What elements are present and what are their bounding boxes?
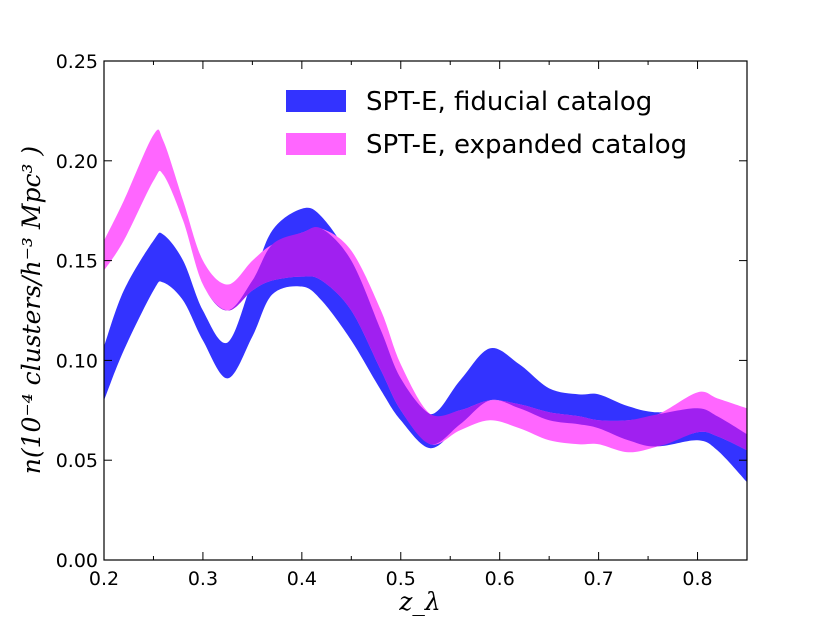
y-tick-label: 0.15 xyxy=(56,251,98,273)
x-tick-label: 0.3 xyxy=(188,568,218,590)
y-tick-label: 0.25 xyxy=(56,51,98,73)
y-axis-label: n(10⁻⁴ clusters/h⁻³ Mpc³ ) xyxy=(17,146,46,474)
band-spt-e-expanded-catalog xyxy=(104,129,747,453)
legend-swatch-spt-e-fiducial-catalog xyxy=(286,90,346,112)
x-tick-label: 0.6 xyxy=(485,568,515,590)
x-tick-label: 0.5 xyxy=(386,568,416,590)
x-axis-ticks: 0.2 0.3 0.4 0.5 0.6 0.7 0.8 xyxy=(89,61,748,590)
x-axis-label: z_λ xyxy=(398,587,441,616)
plot-area-bands xyxy=(104,129,747,483)
legend-swatch-spt-e-expanded-catalog xyxy=(286,133,346,155)
y-tick-label: 0.20 xyxy=(56,151,98,173)
legend-label-spt-e-expanded-catalog: SPT-E, expanded catalog xyxy=(366,130,687,160)
x-tick-label: 0.8 xyxy=(682,568,712,590)
y-axis-ticks: 0.00 0.05 0.10 0.15 0.20 0.25 xyxy=(56,51,747,572)
x-tick-label: 0.4 xyxy=(287,568,317,590)
y-tick-label: 0.10 xyxy=(56,350,98,372)
x-tick-label: 0.7 xyxy=(584,568,614,590)
band-overlap xyxy=(104,170,747,451)
y-tick-label: 0.05 xyxy=(56,450,98,472)
plot-frame xyxy=(103,60,748,561)
legend: SPT-E, fiducial catalog SPT-E, expanded c… xyxy=(286,87,687,160)
y-tick-label: 0.00 xyxy=(56,550,98,572)
x-tick-label: 0.2 xyxy=(89,568,119,590)
legend-label-spt-e-fiducial-catalog: SPT-E, fiducial catalog xyxy=(366,87,652,117)
